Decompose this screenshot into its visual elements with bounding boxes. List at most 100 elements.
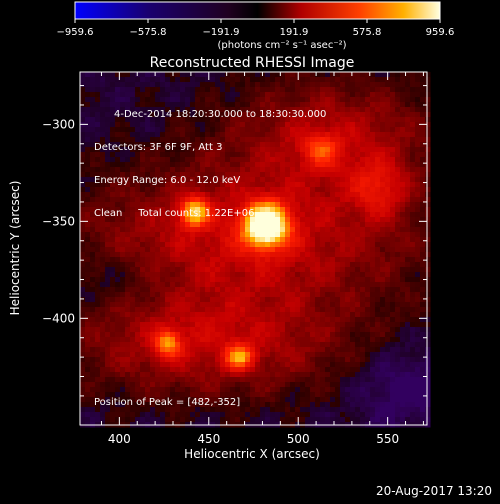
heatmap-cell <box>225 347 231 353</box>
heatmap-cell <box>415 357 421 363</box>
heatmap-cell <box>345 182 351 188</box>
heatmap-cell <box>385 127 391 133</box>
heatmap-cell <box>305 347 311 353</box>
heatmap-cell <box>140 267 146 273</box>
heatmap-cell <box>175 337 181 343</box>
heatmap-cell <box>225 252 231 258</box>
heatmap-cell <box>290 257 296 263</box>
heatmap-cell <box>400 412 406 418</box>
heatmap-cell <box>400 77 406 83</box>
heatmap-cell <box>280 307 286 313</box>
heatmap-cell <box>180 357 186 363</box>
heatmap-cell <box>340 187 346 193</box>
heatmap-cell <box>410 142 416 148</box>
heatmap-cell <box>300 342 306 348</box>
heatmap-cell <box>355 377 361 383</box>
heatmap-cell <box>390 177 396 183</box>
heatmap-cell <box>350 302 356 308</box>
heatmap-cell <box>425 202 431 208</box>
heatmap-cell <box>240 327 246 333</box>
heatmap-cell <box>345 127 351 133</box>
heatmap-cell <box>235 382 241 388</box>
heatmap-cell <box>265 257 271 263</box>
heatmap-cell <box>260 347 266 353</box>
heatmap-cell <box>345 272 351 278</box>
heatmap-cell <box>375 272 381 278</box>
heatmap-cell <box>375 347 381 353</box>
heatmap-cell <box>355 332 361 338</box>
heatmap-cell <box>320 412 326 418</box>
heatmap-cell <box>360 162 366 168</box>
heatmap-cell <box>95 342 101 348</box>
heatmap-cell <box>200 312 206 318</box>
heatmap-cell <box>80 282 86 288</box>
heatmap-cell <box>425 412 431 418</box>
heatmap-cell <box>210 302 216 308</box>
heatmap-cell <box>305 257 311 263</box>
heatmap-cell <box>265 327 271 333</box>
heatmap-cell <box>425 167 431 173</box>
heatmap-cell <box>325 367 331 373</box>
heatmap-cell <box>420 172 426 178</box>
heatmap-cell <box>85 377 91 383</box>
heatmap-cell <box>290 277 296 283</box>
heatmap-cell <box>250 312 256 318</box>
heatmap-cell <box>345 232 351 238</box>
heatmap-cell <box>335 247 341 253</box>
heatmap-cell <box>90 77 96 83</box>
heatmap-cell <box>330 307 336 313</box>
heatmap-cell <box>370 417 376 423</box>
heatmap-cell <box>235 292 241 298</box>
heatmap-cell <box>350 102 356 108</box>
heatmap-cell <box>340 407 346 413</box>
heatmap-cell <box>195 342 201 348</box>
heatmap-cell <box>340 367 346 373</box>
heatmap-cell <box>245 382 251 388</box>
heatmap-cell <box>365 152 371 158</box>
heatmap-cell <box>180 362 186 368</box>
heatmap-cell <box>145 322 151 328</box>
heatmap-cell <box>380 207 386 213</box>
heatmap-cell <box>365 202 371 208</box>
heatmap-cell <box>320 282 326 288</box>
heatmap-cell <box>305 397 311 403</box>
heatmap-cell <box>370 387 376 393</box>
heatmap-cell <box>190 282 196 288</box>
heatmap-cell <box>350 387 356 393</box>
heatmap-cell <box>365 132 371 138</box>
heatmap-cell <box>345 287 351 293</box>
heatmap-cell <box>360 192 366 198</box>
heatmap-cell <box>330 217 336 223</box>
heatmap-cell <box>355 367 361 373</box>
heatmap-cell <box>230 282 236 288</box>
heatmap-cell <box>425 127 431 133</box>
heatmap-cell <box>235 277 241 283</box>
heatmap-cell <box>220 372 226 378</box>
heatmap-cell <box>390 127 396 133</box>
heatmap-cell <box>80 112 86 118</box>
heatmap-cell <box>180 247 186 253</box>
heatmap-cell <box>360 182 366 188</box>
heatmap-cell <box>380 292 386 298</box>
heatmap-cell <box>135 377 141 383</box>
heatmap-cell <box>185 362 191 368</box>
heatmap-cell <box>235 417 241 423</box>
heatmap-cell <box>280 292 286 298</box>
heatmap-cell <box>385 312 391 318</box>
heatmap-cell <box>235 367 241 373</box>
heatmap-cell <box>140 282 146 288</box>
heatmap-cell <box>380 147 386 153</box>
heatmap-cell <box>265 297 271 303</box>
heatmap-cell <box>225 337 231 343</box>
heatmap-cell <box>425 327 431 333</box>
heatmap-cell <box>330 92 336 98</box>
heatmap-cell <box>255 292 261 298</box>
heatmap-cell <box>340 357 346 363</box>
heatmap-cell <box>315 282 321 288</box>
heatmap-cell <box>80 142 86 148</box>
heatmap-cell <box>90 412 96 418</box>
heatmap-cell <box>370 132 376 138</box>
heatmap-cell <box>335 157 341 163</box>
heatmap-cell <box>335 342 341 348</box>
heatmap-cell <box>425 397 431 403</box>
